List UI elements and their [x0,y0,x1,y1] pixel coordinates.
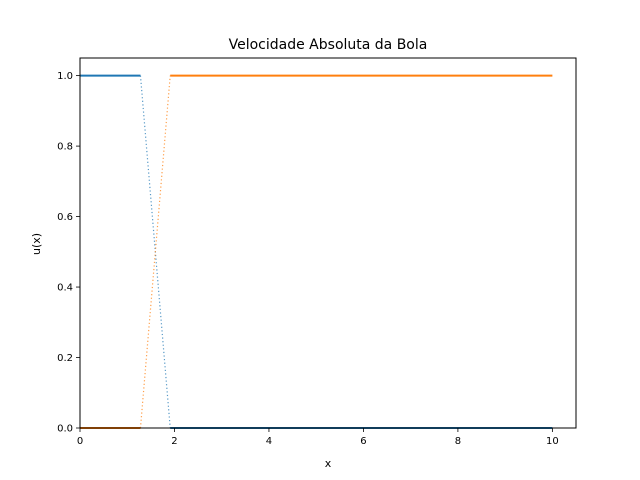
y-tick-label: 0.8 [57,142,73,153]
x-tick-label: 4 [266,436,272,447]
y-tick-label: 0.2 [57,353,73,364]
axes-frame [79,57,577,429]
y-tick-label: 0.6 [57,212,73,223]
y-tick-label: 1.0 [57,71,73,82]
x-tick-label: 0 [77,436,83,447]
x-axis: 0 2 4 6 8 10 [77,428,559,447]
y-axis-label: u(x) [30,233,43,255]
x-tick-label: 6 [360,436,366,447]
y-axis: 0.0 0.2 0.4 0.6 0.8 1.0 [57,71,80,435]
x-tick-label: 8 [455,436,461,447]
y-tick-label: 0.0 [57,424,73,435]
y-tick-label: 0.4 [57,283,73,294]
x-axis-label: x [325,457,332,470]
x-tick-label: 10 [546,436,559,447]
series-2-segment-2 [139,75,171,429]
chart-title: Velocidade Absoluta da Bola [229,37,428,53]
x-tick-label: 2 [171,436,177,447]
